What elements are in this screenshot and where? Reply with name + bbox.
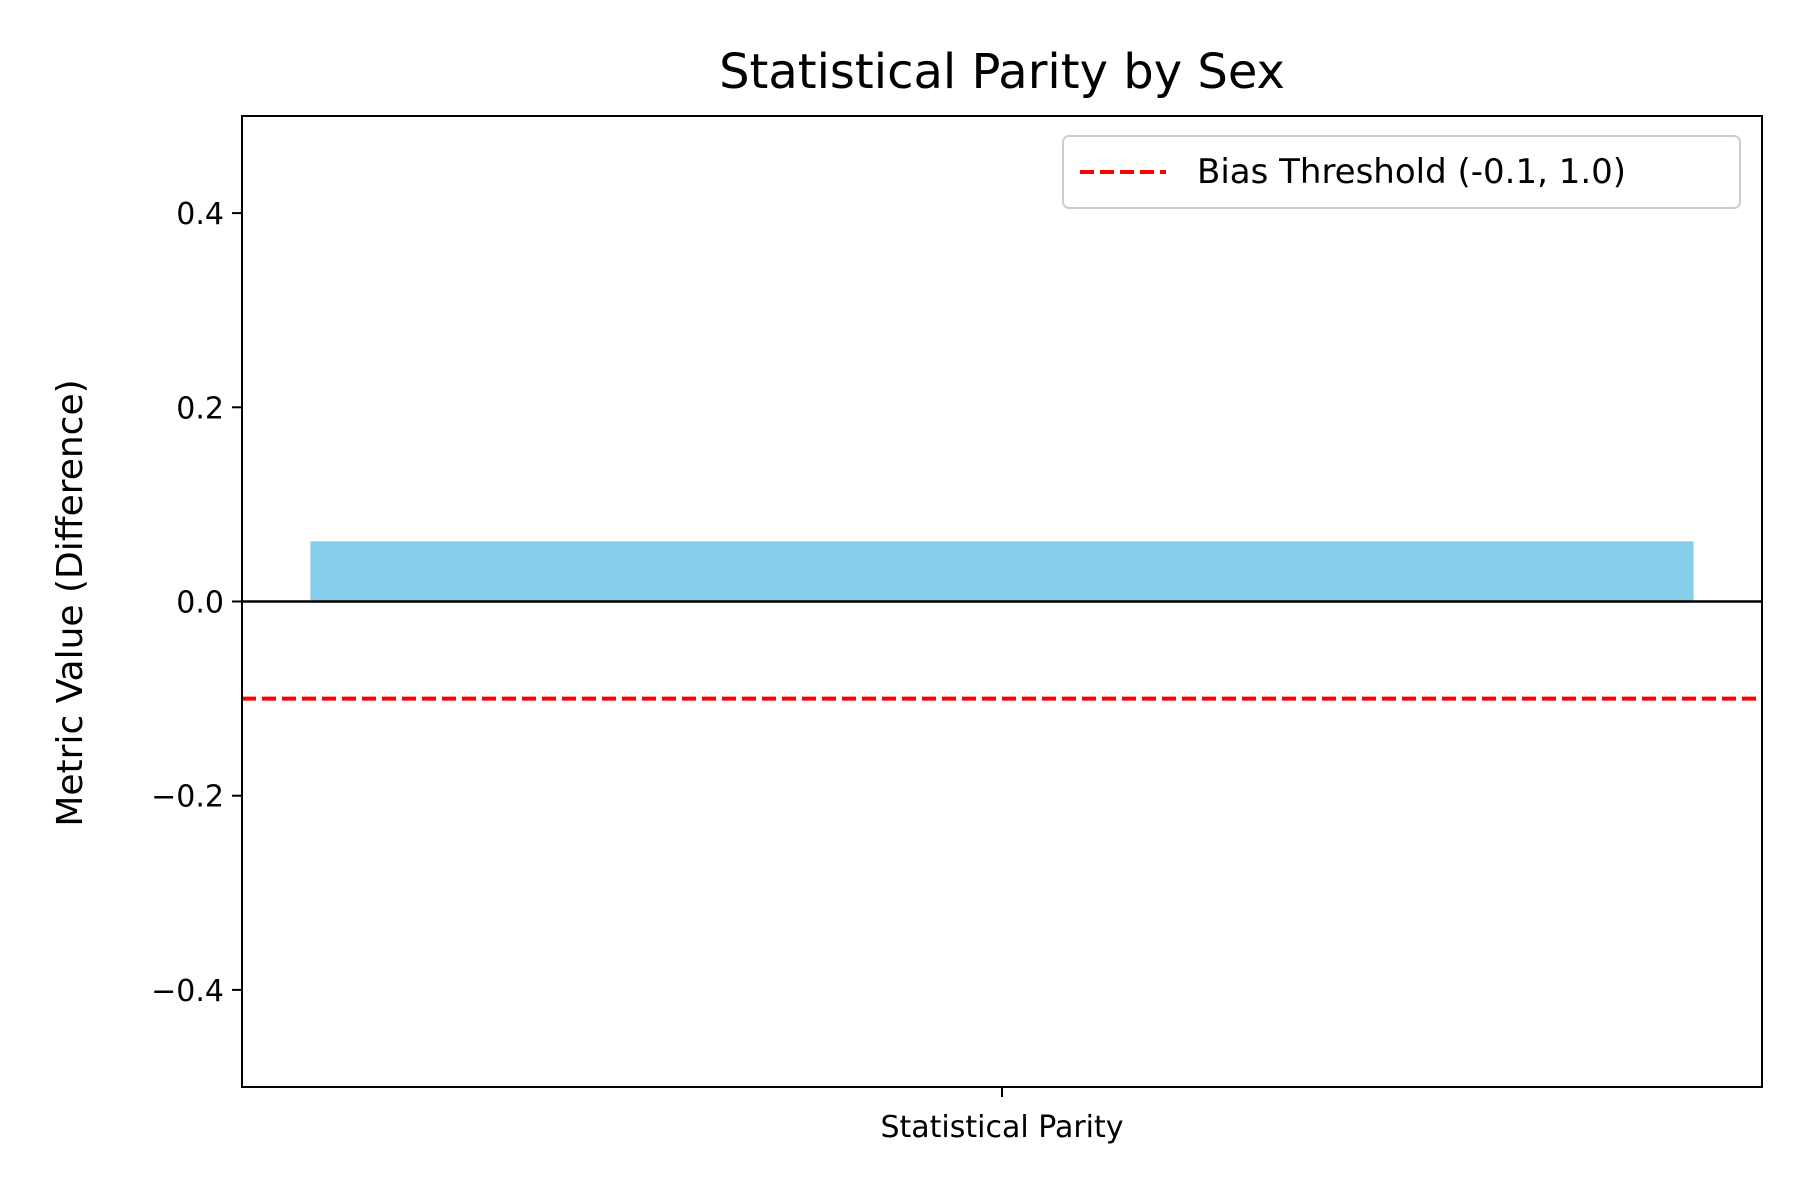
legend-box [1062, 135, 1741, 209]
reference-lines-layer [242, 600, 1762, 701]
y-tick-label: −0.4 [151, 974, 224, 1009]
bar [310, 541, 1694, 602]
y-tick-label: 0.2 [176, 391, 224, 426]
y-axis-title: Metric Value (Difference) [50, 379, 91, 826]
y-axis-ticks: −0.4 −0.2 0.0 0.2 0.4 [151, 197, 242, 1009]
bars-layer [310, 541, 1694, 602]
legend-entry-label: Bias Threshold (-0.1, 1.0) [1197, 152, 1626, 192]
legend: Bias Threshold (-0.1, 1.0) [1062, 135, 1741, 209]
y-tick-label: 0.0 [176, 586, 224, 621]
plot-area-frame [241, 115, 1763, 1088]
x-axis-ticks: Statistical Parity [880, 1087, 1124, 1145]
y-tick-label: 0.4 [176, 197, 224, 232]
chart-title: Statistical Parity by Sex [719, 44, 1285, 100]
y-tick-label: −0.2 [151, 780, 224, 815]
x-tick-label: Statistical Parity [880, 1110, 1123, 1145]
